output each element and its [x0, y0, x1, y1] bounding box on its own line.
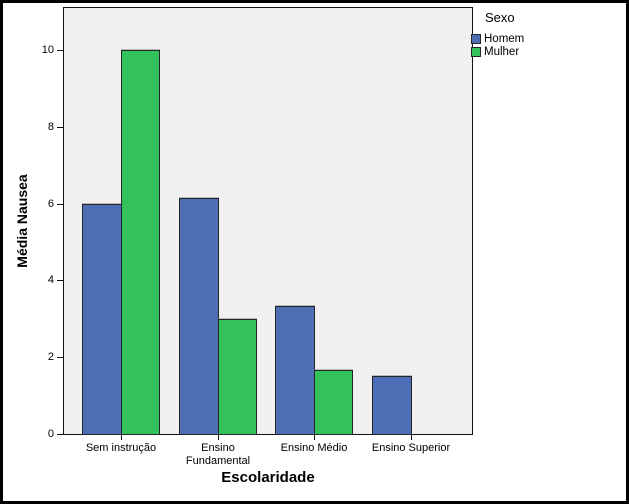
legend: Sexo Homem Mulher	[471, 10, 621, 59]
y-tick-label: 6	[47, 198, 54, 210]
y-tick-label: 0	[47, 428, 54, 440]
y-tick-label: 2	[47, 351, 54, 363]
x-tick-mark	[314, 435, 315, 440]
x-tick-mark	[411, 435, 412, 440]
x-category-label: Ensino Médio	[280, 442, 348, 454]
bar-homem-3	[275, 306, 315, 435]
legend-swatch-homem	[471, 34, 481, 44]
bar-mulher-3	[314, 370, 353, 435]
bar-homem-1	[82, 204, 122, 435]
y-tick-mark	[57, 204, 63, 205]
bar-homem-2	[179, 198, 219, 435]
legend-title: Sexo	[485, 10, 515, 25]
legend-item-homem: Homem	[471, 33, 621, 45]
x-category-label: Ensino Fundamental	[185, 442, 251, 467]
y-tick-mark	[57, 357, 63, 358]
x-axis-title: Escolaridade	[221, 469, 315, 486]
x-tick-mark	[121, 435, 122, 440]
x-tick-mark	[218, 435, 219, 440]
y-tick-mark	[57, 50, 63, 51]
y-tick-mark	[57, 127, 63, 128]
x-category-label: Ensino Superior	[371, 442, 451, 454]
legend-item-label: Homem	[484, 33, 525, 45]
bar-homem-4	[372, 376, 412, 435]
x-category-label: Sem instrução	[85, 442, 157, 454]
y-tick-label: 4	[47, 274, 54, 286]
y-tick-mark	[57, 434, 63, 435]
bar-mulher-2	[218, 319, 257, 435]
bar-mulher-1	[121, 50, 160, 435]
y-tick-label: 8	[47, 121, 54, 133]
y-axis-title: Média Nausea	[14, 174, 30, 268]
legend-swatch-mulher	[471, 47, 481, 57]
y-tick-mark	[57, 280, 63, 281]
legend-item-mulher: Mulher	[471, 46, 621, 58]
legend-items: Homem Mulher	[471, 33, 621, 58]
y-tick-label: 10	[41, 44, 54, 56]
legend-item-label: Mulher	[484, 46, 520, 58]
